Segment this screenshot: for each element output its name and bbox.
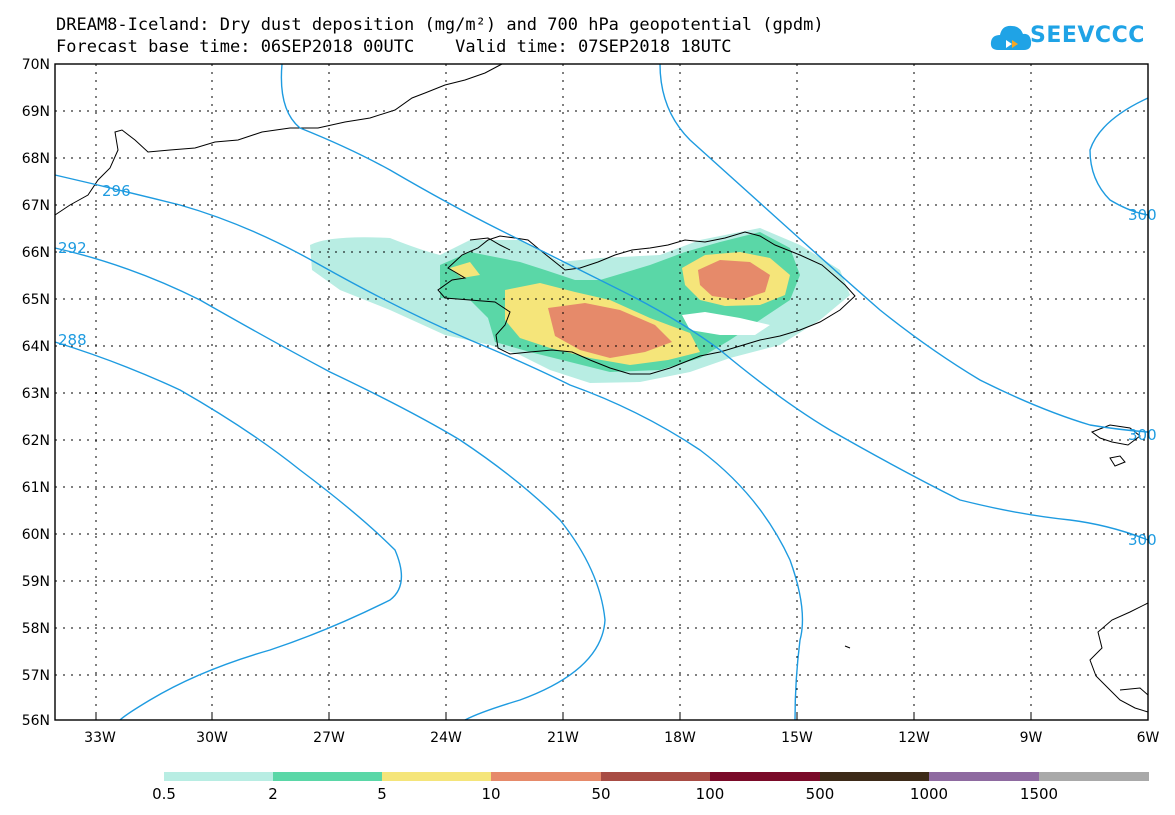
dust-10-area-west (548, 303, 672, 358)
contour-292 (54, 247, 606, 721)
lon-label: 33W (84, 730, 116, 746)
dust-field (310, 228, 850, 383)
contour-label: 300 (1128, 206, 1157, 224)
contour-296 (54, 174, 804, 721)
lon-label: 30W (196, 730, 228, 746)
dust-10-area-east (698, 260, 770, 300)
lat-label: 70N (22, 57, 50, 73)
cloud-logo-icon (990, 25, 1032, 50)
lon-label: 18W (664, 730, 696, 746)
lon-label: 6W (1137, 730, 1160, 746)
legend-label: 0.5 (152, 785, 176, 803)
lat-label: 59N (22, 574, 50, 590)
lat-label: 69N (22, 104, 50, 120)
lat-label: 62N (22, 433, 50, 449)
legend-swatch (491, 772, 601, 781)
lat-label: 57N (22, 668, 50, 684)
lon-label: 9W (1020, 730, 1043, 746)
legend-swatch (601, 772, 711, 781)
legend-label: 1000 (910, 785, 948, 803)
forecast-time-line: Forecast base time: 06SEP2018 00UTC Vali… (56, 37, 732, 57)
lon-label: 12W (898, 730, 930, 746)
contour-288 (54, 341, 403, 721)
lat-label: 68N (22, 151, 50, 167)
legend-swatch (273, 772, 383, 781)
lat-label: 66N (22, 245, 50, 261)
lat-label: 67N (22, 198, 50, 214)
legend-label: 500 (806, 785, 835, 803)
lat-label: 56N (22, 713, 50, 729)
contour-label: 300 (1128, 426, 1157, 444)
legend-swatch (820, 772, 930, 781)
contour-label: 288 (58, 331, 87, 349)
legend-label: 5 (377, 785, 387, 803)
contour-300-north (659, 63, 1149, 433)
legend-label: 1500 (1020, 785, 1058, 803)
lon-label: 21W (547, 730, 579, 746)
contour-labels: 296 292 288 300 300 300 (58, 182, 1157, 549)
legend-label: 10 (481, 785, 500, 803)
geopotential-contours (54, 63, 1149, 721)
legend-swatch (164, 772, 274, 781)
legend-label: 2 (268, 785, 278, 803)
lon-label: 27W (313, 730, 345, 746)
legend-label: 50 (591, 785, 610, 803)
lat-label: 58N (22, 621, 50, 637)
legend-labels: 0.5 2 5 10 50 100 500 1000 1500 (152, 785, 1058, 803)
coastlines (54, 63, 1149, 713)
logo-text: SEEVCCC (1030, 23, 1145, 48)
lat-label: 60N (22, 527, 50, 543)
map-title: DREAM8-Iceland: Dry dust deposition (mg/… (56, 15, 824, 35)
legend-label: 100 (696, 785, 725, 803)
iceland-coast (437, 231, 856, 375)
legend-swatch (1039, 772, 1149, 781)
legend-swatch (382, 772, 492, 781)
lon-label: 24W (430, 730, 462, 746)
legend-swatch (710, 772, 820, 781)
graticule (55, 64, 1148, 720)
lat-label: 64N (22, 339, 50, 355)
lon-label: 15W (781, 730, 813, 746)
contour-300-ne (1089, 97, 1149, 216)
latitude-labels: 70N 69N 68N 67N 66N 65N 64N 63N 62N 61N … (22, 57, 50, 729)
longitude-labels: 33W 30W 27W 24W 21W 18W 15W 12W 9W 6W (84, 730, 1159, 746)
map-frame (54, 63, 1149, 721)
axis-ticks (95, 714, 1032, 720)
contour-300-mid (280, 63, 1149, 541)
lat-label: 65N (22, 292, 50, 308)
contour-label: 292 (58, 239, 87, 257)
color-legend (164, 772, 1149, 781)
lat-label: 61N (22, 480, 50, 496)
legend-swatch (929, 772, 1039, 781)
contour-label: 300 (1128, 531, 1157, 549)
lat-label: 63N (22, 386, 50, 402)
contour-label: 296 (102, 182, 131, 200)
